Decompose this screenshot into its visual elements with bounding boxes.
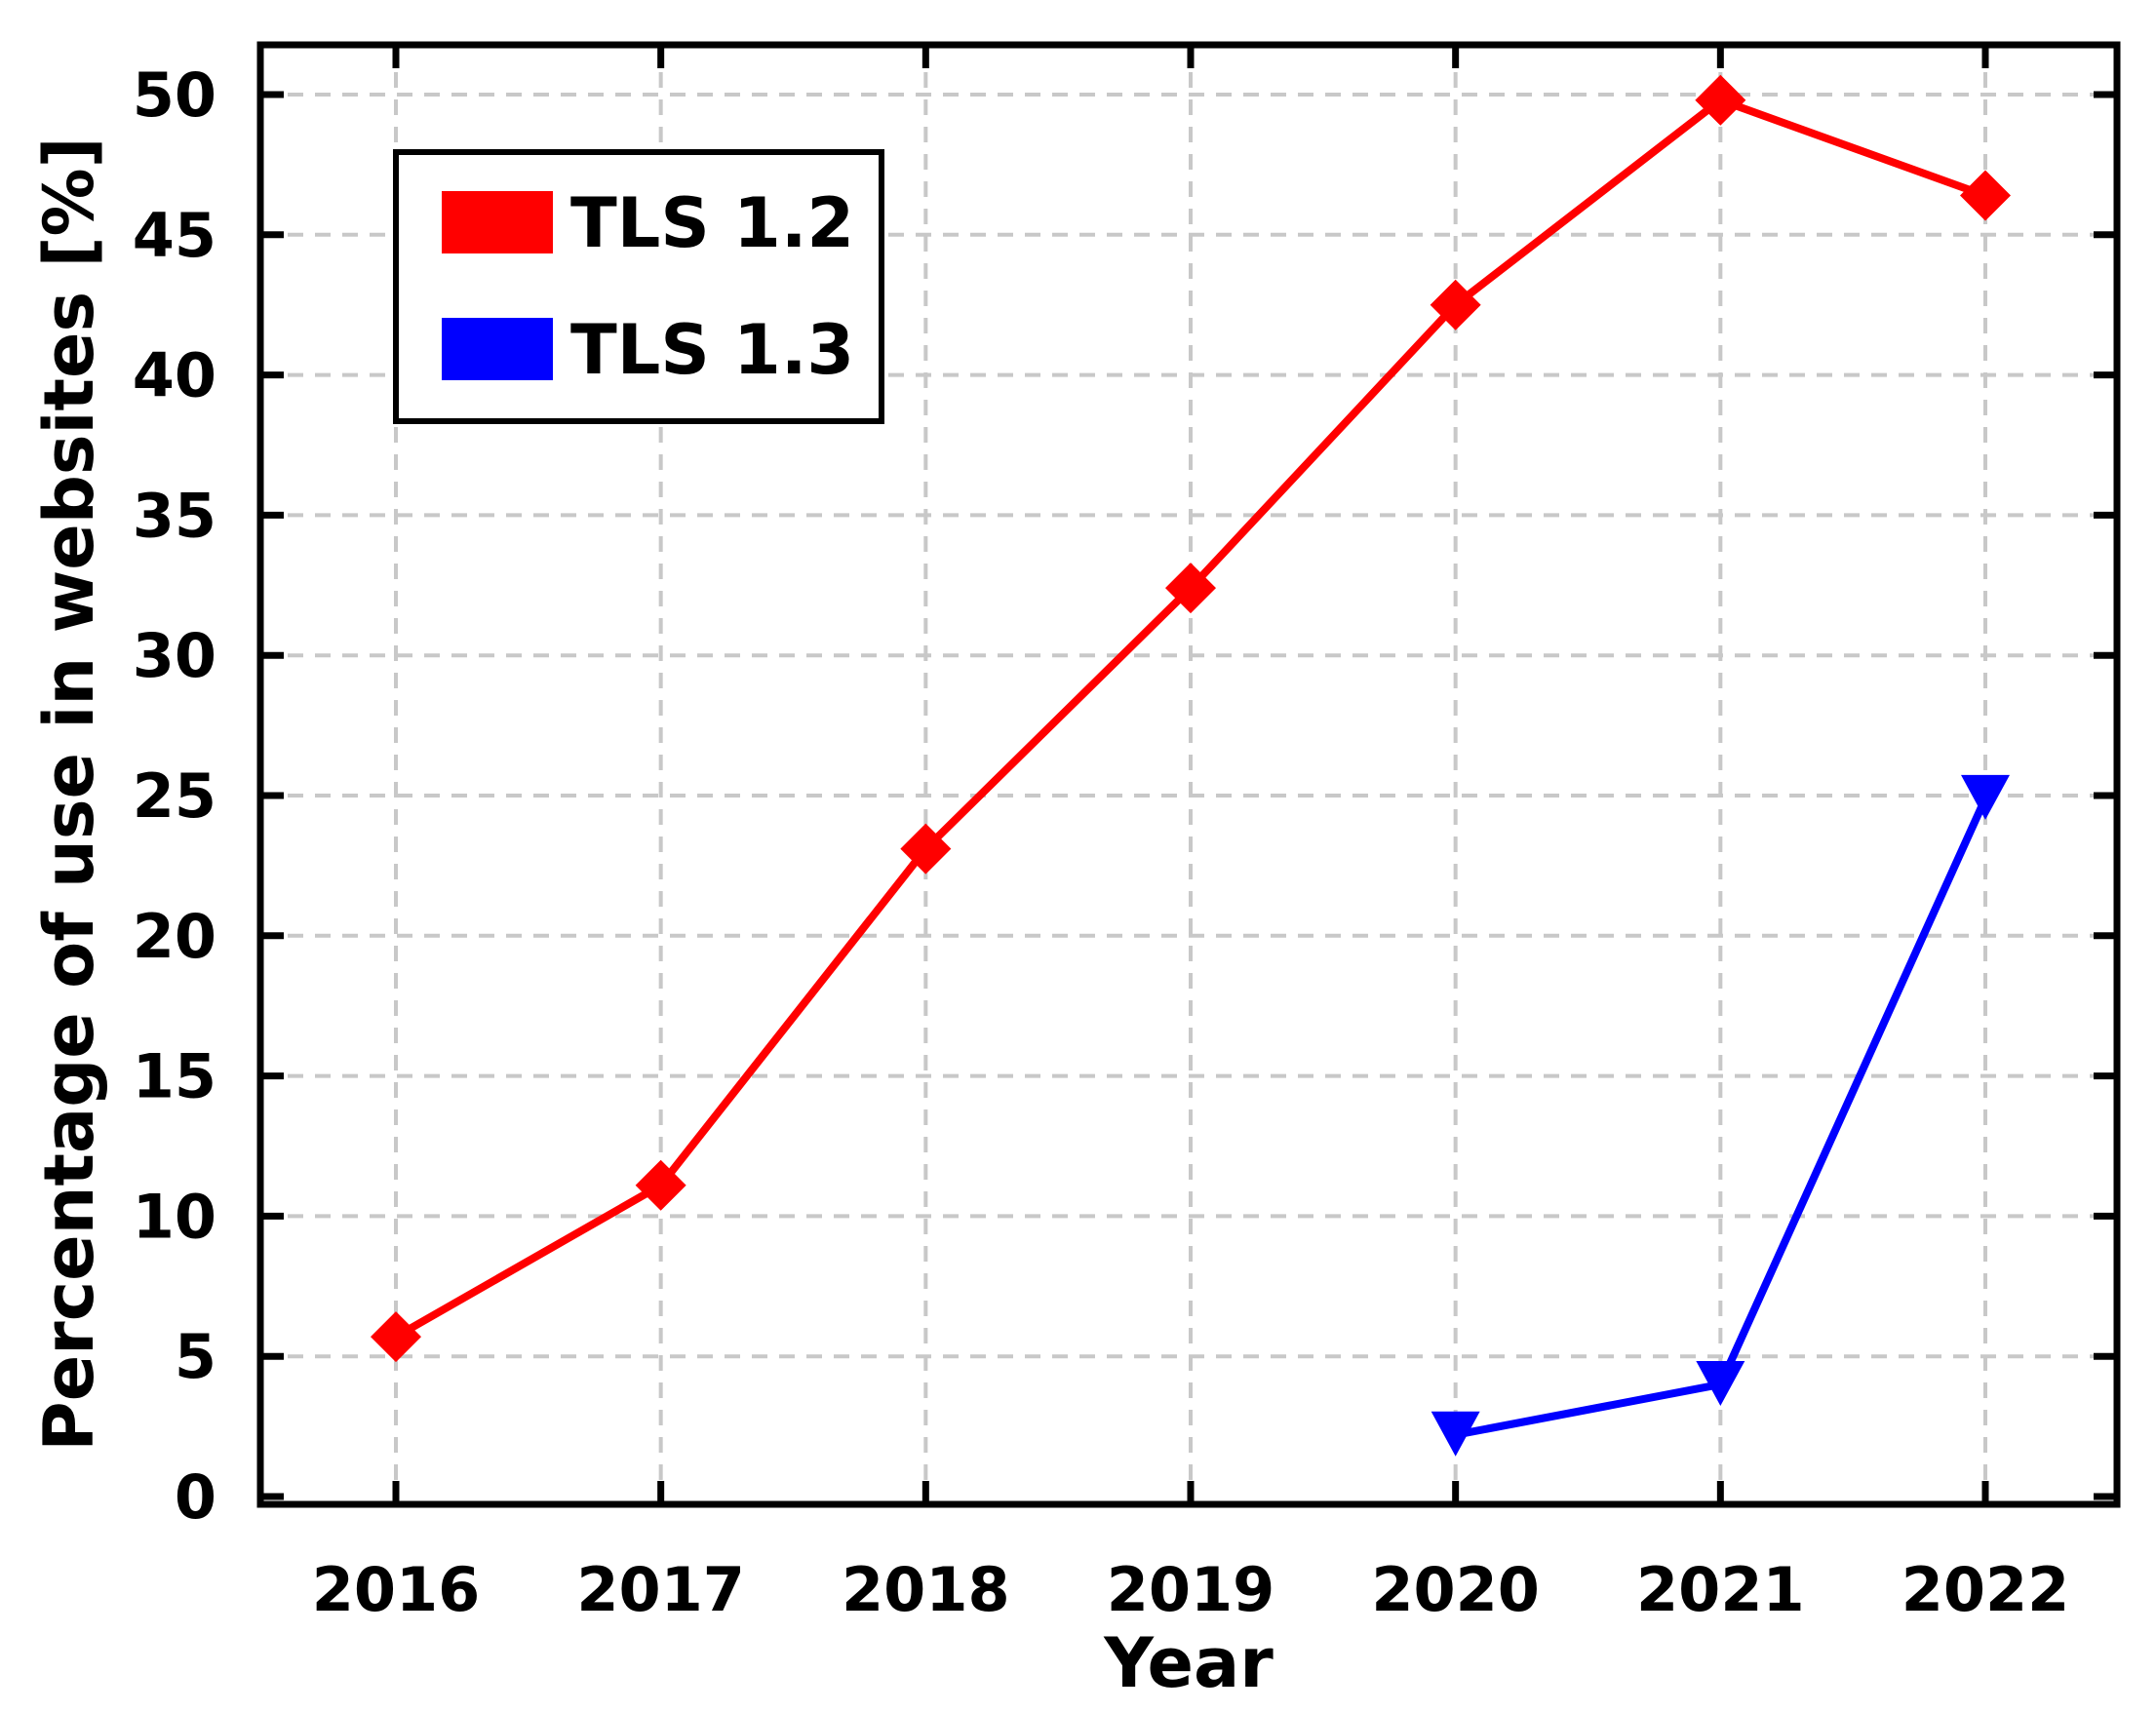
x-tick-label: 2017: [576, 1554, 745, 1625]
x-tick-label: 2020: [1371, 1554, 1540, 1625]
x-tick-label: 2018: [842, 1554, 1010, 1625]
x-tick-label: 2022: [1901, 1554, 2070, 1625]
data-point-marker: [635, 1159, 686, 1211]
y-tick-label: 50: [133, 59, 216, 131]
y-tick-label: 10: [133, 1181, 216, 1252]
data-point-marker: [1430, 279, 1481, 331]
tick-labels: 2016 2017 2018 2019 2020 2021 2022 0 5 10 15 20 25 30…: [133, 59, 2070, 1625]
data-point-marker: [371, 1311, 421, 1363]
x-tick-label: 2019: [1107, 1554, 1275, 1625]
data-point-marker: [1960, 170, 2011, 221]
x-tick-label: 2021: [1636, 1554, 1805, 1625]
y-tick-label: 35: [133, 480, 216, 551]
data-point-marker: [1695, 74, 1746, 126]
grid-lines: [260, 45, 2117, 1504]
legend-label: TLS 1.2: [570, 183, 854, 263]
y-tick-label: 30: [133, 620, 216, 691]
axis-ticks: [260, 45, 2117, 1504]
y-tick-label: 5: [175, 1321, 216, 1392]
x-tick-label: 2016: [312, 1554, 481, 1625]
data-point-marker: [1696, 1360, 1745, 1406]
y-axis-title: Percentage of use in websites [%]: [29, 136, 109, 1451]
x-axis-title: Year: [1103, 1623, 1274, 1703]
y-tick-label: 20: [133, 901, 216, 972]
data-point-marker: [1431, 1411, 1480, 1457]
y-tick-label: 15: [133, 1041, 216, 1112]
series-lines: [371, 74, 2011, 1457]
y-tick-label: 25: [133, 760, 216, 832]
data-point-marker: [900, 823, 952, 875]
y-tick-label: 40: [133, 340, 216, 411]
data-point-marker: [1961, 774, 2010, 820]
y-tick-label: 45: [133, 200, 216, 271]
legend-swatch: [442, 191, 553, 253]
y-tick-label: 0: [175, 1461, 216, 1533]
legend-label: TLS 1.3: [570, 310, 854, 390]
legend: TLS 1.2 TLS 1.3: [393, 149, 884, 424]
data-point-marker: [1165, 563, 1216, 614]
legend-swatch: [442, 318, 553, 380]
